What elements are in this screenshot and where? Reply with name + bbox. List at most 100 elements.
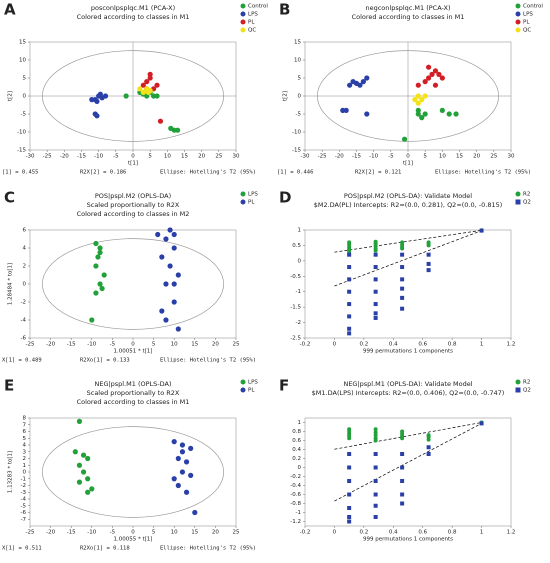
- legend-label: R2: [523, 380, 530, 386]
- x-tick-label: -0.2: [300, 342, 311, 348]
- x-tick-label: 1.2: [507, 530, 516, 536]
- x-tick-label: -15: [67, 530, 76, 536]
- data-point: [415, 93, 421, 99]
- x-tick-label: -15: [77, 154, 86, 160]
- x-tick-label: 10: [164, 154, 171, 160]
- y-tick-label: -10: [292, 130, 301, 136]
- panel-label: C: [4, 189, 15, 207]
- data-point: [373, 265, 378, 270]
- data-point: [426, 445, 431, 450]
- x-axis-label: t[1]: [403, 161, 413, 167]
- x-axis-label: t[1]: [128, 161, 138, 167]
- data-point: [183, 459, 190, 465]
- regression-line: [334, 229, 482, 253]
- x-tick-label: 5: [152, 342, 156, 348]
- data-point: [76, 418, 83, 424]
- y-tick-label: 5: [23, 436, 27, 442]
- x-tick-label: 15: [456, 154, 463, 160]
- data-point: [101, 272, 107, 278]
- data-point: [373, 427, 378, 432]
- data-point: [145, 89, 152, 95]
- footer-text: X[1] = 0.511: [2, 546, 42, 552]
- legend-swatch: [515, 191, 521, 197]
- x-tick-label: 15: [191, 530, 198, 536]
- plot-frame: [29, 417, 237, 527]
- panel-label: B: [279, 1, 290, 19]
- x-tick-label: 15: [181, 154, 188, 160]
- x-tick-label: 1: [480, 530, 484, 536]
- data-point: [422, 79, 428, 85]
- y-tick-label: -2.5: [290, 336, 301, 342]
- panel-label: F: [279, 377, 289, 395]
- data-point: [347, 277, 352, 282]
- legend-label: Q2: [523, 200, 531, 206]
- data-point: [453, 111, 459, 117]
- data-point: [373, 479, 378, 483]
- legend-swatch: [515, 379, 521, 385]
- y-tick-label: -0.5: [290, 274, 301, 280]
- legend-swatch: [515, 199, 521, 205]
- x-tick-label: 25: [233, 530, 240, 536]
- data-point: [415, 100, 421, 106]
- x-tick-label: 0: [131, 342, 135, 348]
- legend-swatch: [240, 3, 246, 9]
- legend-swatch: [240, 191, 246, 197]
- y-axis-label: 1.28484 * to[1]: [8, 263, 14, 305]
- x-tick-label: -10: [369, 154, 378, 160]
- data-point: [373, 315, 378, 320]
- legend-swatch: [240, 19, 246, 25]
- data-point: [188, 445, 194, 451]
- footer-text: X[1] = 0.489: [2, 358, 42, 364]
- y-tick-label: -4: [21, 497, 27, 503]
- legend-swatch: [515, 3, 521, 9]
- x-tick-label: -20: [335, 154, 344, 160]
- x-tick-label: 25: [490, 154, 497, 160]
- x-tick-label: 10: [439, 154, 446, 160]
- data-point: [175, 326, 181, 332]
- chart-title: Colored according to classes in M1: [77, 13, 190, 21]
- legend-swatch: [515, 387, 521, 393]
- x-tick-label: -5: [113, 154, 119, 160]
- data-point: [163, 236, 169, 242]
- y-tick-label: 10: [19, 58, 26, 64]
- y-tick-label: -0.2: [290, 474, 301, 480]
- data-point: [188, 472, 194, 478]
- legend-swatch: [240, 199, 246, 205]
- data-point: [419, 115, 425, 121]
- data-point: [400, 479, 405, 483]
- data-point: [426, 252, 431, 257]
- x-tick-label: -15: [352, 154, 361, 160]
- y-tick-label: -10: [17, 130, 26, 136]
- plot-frame: [304, 229, 512, 339]
- footer-text: Ellipse: Hotelling's T2 (95%): [435, 170, 531, 176]
- chart-title: POS|pspl.M2 (OPLS-DA): Validate Model: [344, 192, 472, 200]
- x-tick-label: -20: [46, 530, 55, 536]
- x-tick-label: -5: [110, 530, 116, 536]
- x-tick-label: 0.8: [448, 342, 457, 348]
- x-tick-label: 0.4: [389, 530, 398, 536]
- data-point: [426, 452, 431, 456]
- x-tick-label: 10: [171, 530, 178, 536]
- data-point: [85, 489, 91, 495]
- data-point: [422, 111, 428, 117]
- data-point: [123, 93, 129, 99]
- y-tick-label: 0: [23, 470, 27, 476]
- chart-title: Colored according to classes in M2: [77, 210, 190, 218]
- y-tick-label: 0: [298, 258, 302, 264]
- x-tick-label: 15: [191, 342, 198, 348]
- legend-label: QC: [248, 28, 256, 34]
- y-tick-label: 0.2: [292, 456, 301, 462]
- footer-text: [1] = 0.455: [2, 170, 38, 176]
- data-point: [97, 245, 103, 251]
- y-tick-label: -2: [21, 483, 26, 489]
- data-point: [400, 265, 405, 270]
- y-tick-label: 15: [19, 40, 26, 46]
- y-tick-label: -1.5: [290, 305, 301, 311]
- data-point: [144, 79, 150, 85]
- data-point: [89, 486, 95, 492]
- legend-label: QC: [523, 28, 531, 34]
- y-tick-label: -0.6: [290, 492, 301, 498]
- data-point: [347, 302, 352, 307]
- y-axis-label: t[2]: [8, 91, 14, 101]
